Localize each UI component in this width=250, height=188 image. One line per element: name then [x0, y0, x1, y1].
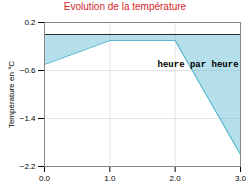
svg-text:0.2: 0.2: [24, 18, 36, 27]
svg-text:0.0: 0.0: [39, 174, 51, 183]
svg-text:1.0: 1.0: [104, 174, 116, 183]
svg-text:heure par heure: heure par heure: [158, 60, 239, 70]
svg-text:Température en °C: Température en °C: [7, 61, 16, 128]
svg-text:−0.6: −0.6: [20, 66, 36, 75]
html-text:Evolution de la température: Evolution de la température: [63, 1, 187, 12]
svg-text:−2.2: −2.2: [20, 162, 36, 171]
svg-text:−1.4: −1.4: [20, 114, 36, 123]
svg-text:3.0: 3.0: [235, 174, 247, 183]
svg-text:2.0: 2.0: [170, 174, 182, 183]
